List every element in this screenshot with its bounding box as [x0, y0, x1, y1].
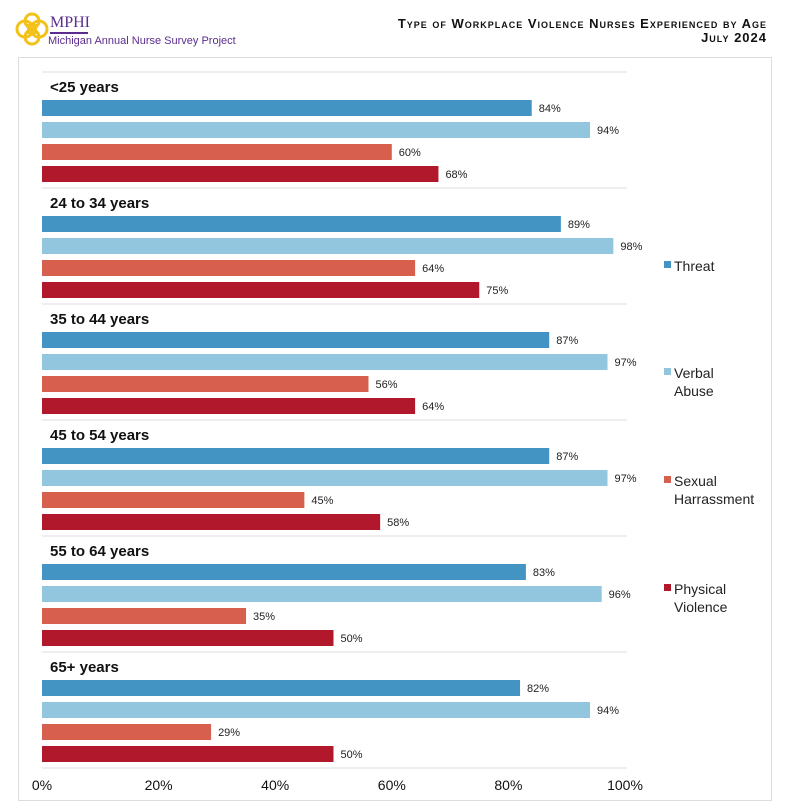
- data-label: 87%: [556, 335, 578, 347]
- chart-panel: [18, 57, 772, 801]
- legend-label: Sexual: [674, 473, 717, 489]
- legend-swatch: [664, 261, 671, 268]
- data-label: 35%: [253, 611, 275, 623]
- x-tick-label: 20%: [145, 777, 173, 793]
- data-label: 50%: [341, 749, 363, 761]
- category-label: 65+ years: [50, 659, 119, 676]
- data-label: 94%: [597, 125, 619, 137]
- data-label: 82%: [527, 683, 549, 695]
- chart-title: Type of Workplace Violence Nurses Experi…: [398, 17, 767, 45]
- title-line-2: July 2024: [701, 30, 767, 45]
- data-label: 60%: [399, 147, 421, 159]
- data-label: 58%: [387, 517, 409, 529]
- legend-swatch: [664, 584, 671, 591]
- bar: [42, 398, 416, 414]
- data-label: 87%: [556, 451, 578, 463]
- data-label: 45%: [311, 495, 333, 507]
- data-label: 83%: [533, 567, 555, 579]
- bar: [42, 166, 439, 182]
- data-label: 75%: [486, 285, 508, 297]
- bar: [42, 260, 416, 276]
- bar: [42, 680, 521, 696]
- bar: [42, 586, 602, 602]
- x-tick-label: 60%: [378, 777, 406, 793]
- legend-label: Violence: [674, 599, 728, 615]
- logo-text: MPHI: [50, 14, 90, 34]
- bar: [42, 702, 591, 718]
- data-label: 68%: [445, 169, 467, 181]
- x-tick-label: 40%: [261, 777, 289, 793]
- legend-label: Abuse: [674, 383, 714, 399]
- bar: [42, 122, 591, 138]
- legend-label: Threat: [674, 258, 715, 274]
- bar: [42, 144, 392, 160]
- bar: [42, 564, 526, 580]
- category-label: 35 to 44 years: [50, 311, 149, 328]
- bar: [42, 216, 561, 232]
- data-label: 97%: [615, 357, 637, 369]
- bar: [42, 332, 550, 348]
- data-label: 50%: [341, 633, 363, 645]
- x-tick-label: 80%: [494, 777, 522, 793]
- data-label: 94%: [597, 705, 619, 717]
- bar: [42, 492, 305, 508]
- category-label: 45 to 54 years: [50, 427, 149, 444]
- data-label: 98%: [620, 241, 642, 253]
- bar: [42, 376, 369, 392]
- legend-swatch: [664, 476, 671, 483]
- category-label: 24 to 34 years: [50, 195, 149, 212]
- title-line-1: Type of Workplace Violence Nurses Experi…: [397, 16, 767, 31]
- legend-swatch: [664, 368, 671, 375]
- data-label: 97%: [615, 473, 637, 485]
- bar: [42, 100, 532, 116]
- logo-subtitle: Michigan Annual Nurse Survey Project: [48, 35, 236, 47]
- bar: [42, 746, 334, 762]
- bar: [42, 448, 550, 464]
- data-label: 96%: [609, 589, 631, 601]
- bar: [42, 282, 480, 298]
- legend-label: Verbal: [674, 365, 714, 381]
- data-label: 64%: [422, 401, 444, 413]
- data-label: 89%: [568, 219, 590, 231]
- bar: [42, 470, 608, 486]
- data-label: 56%: [375, 379, 397, 391]
- legend-label: Harrassment: [674, 491, 754, 507]
- x-tick-label: 100%: [607, 777, 643, 793]
- bar: [42, 630, 334, 646]
- bar: [42, 514, 381, 530]
- category-label: 55 to 64 years: [50, 543, 149, 560]
- bar: [42, 608, 247, 624]
- mphi-logo-icon: [15, 12, 49, 46]
- bar: [42, 354, 608, 370]
- bar: [42, 724, 212, 740]
- category-label: <25 years: [50, 79, 119, 96]
- data-label: 64%: [422, 263, 444, 275]
- x-tick-label: 0%: [32, 777, 52, 793]
- data-label: 29%: [218, 727, 240, 739]
- bar: [42, 238, 614, 254]
- legend-label: Physical: [674, 581, 726, 597]
- data-label: 84%: [539, 103, 561, 115]
